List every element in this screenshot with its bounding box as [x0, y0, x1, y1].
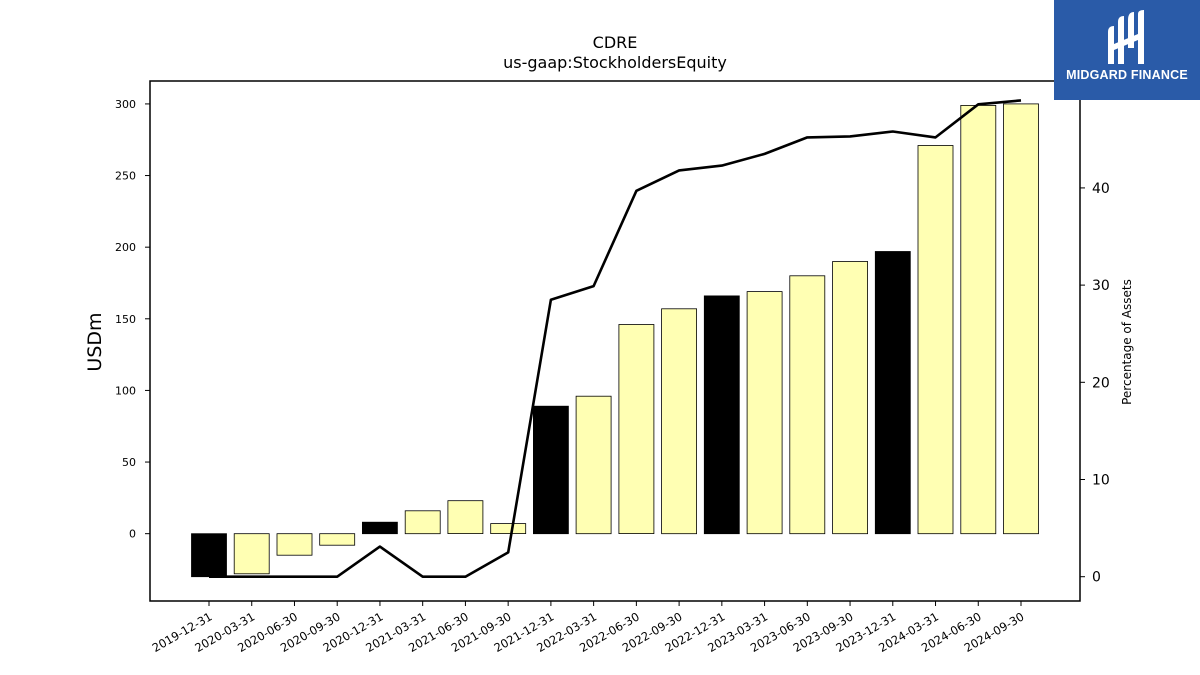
- y-axis-label: USDm: [84, 312, 106, 371]
- bar-2020-09-30: [319, 533, 356, 546]
- right-axis: 0 10 20 30 40: [1080, 181, 1110, 586]
- bar-2023-12-31: [874, 251, 911, 535]
- midgard-finance-logo: MIDGARD FINANCE: [1054, 0, 1200, 100]
- bar-2020-06-30: [276, 533, 313, 556]
- y-right-tick-label-0: 0: [1092, 570, 1101, 586]
- bars-layer: [191, 103, 1039, 578]
- bar-2022-03-31: [575, 395, 612, 535]
- bar-2022-06-30: [618, 324, 655, 535]
- y-tick-label-50: 50: [122, 456, 136, 469]
- bar-2020-03-31: [233, 533, 270, 575]
- y-right-tick-label-10: 10: [1092, 473, 1110, 489]
- bar-2021-06-30: [447, 500, 484, 535]
- bar-2023-09-30: [832, 261, 868, 535]
- y-tick-label-0: 0: [129, 528, 136, 541]
- bar-2024-06-30: [960, 105, 997, 535]
- bar-2019-12-31: [191, 533, 227, 578]
- bar-2022-12-31: [703, 295, 740, 535]
- logo-mark-icon: [1108, 10, 1144, 64]
- y-tick-label-200: 200: [115, 241, 136, 254]
- bar-2024-03-31: [917, 145, 954, 535]
- bar-2023-03-31: [746, 291, 783, 535]
- bar-2021-12-31: [533, 405, 569, 535]
- y-tick-label-100: 100: [115, 384, 136, 397]
- bar-2020-12-31: [361, 521, 398, 535]
- bar-2023-06-30: [789, 275, 826, 535]
- chart-subtitle: us-gaap:StockholdersEquity: [503, 53, 727, 72]
- y-tick-label-150: 150: [115, 313, 136, 326]
- logo-text: MIDGARD FINANCE: [1066, 68, 1188, 82]
- x-axis: 2019-12-312020-03-312020-06-302020-09-30…: [150, 601, 1027, 655]
- bar-2021-09-30: [490, 523, 527, 534]
- y-tick-label-250: 250: [115, 170, 136, 183]
- y-right-tick-label-40: 40: [1092, 181, 1110, 197]
- percentage-of-assets-line: [209, 99, 1022, 579]
- plot-frame: [149, 80, 1081, 602]
- left-axis: 0 50 100 150 200 250 300: [115, 98, 150, 541]
- y-right-tick-label-20: 20: [1092, 375, 1110, 391]
- bar-2021-03-31: [404, 510, 441, 535]
- line-layer: [209, 99, 1022, 579]
- bar-2022-09-30: [661, 308, 697, 535]
- y-right-tick-label-30: 30: [1092, 278, 1110, 294]
- chart-title: CDRE: [593, 33, 638, 52]
- y-tick-label-300: 300: [115, 98, 136, 111]
- bar-2024-09-30: [1003, 103, 1039, 535]
- y-axis-right-label: Percentage of Assets: [1120, 279, 1134, 405]
